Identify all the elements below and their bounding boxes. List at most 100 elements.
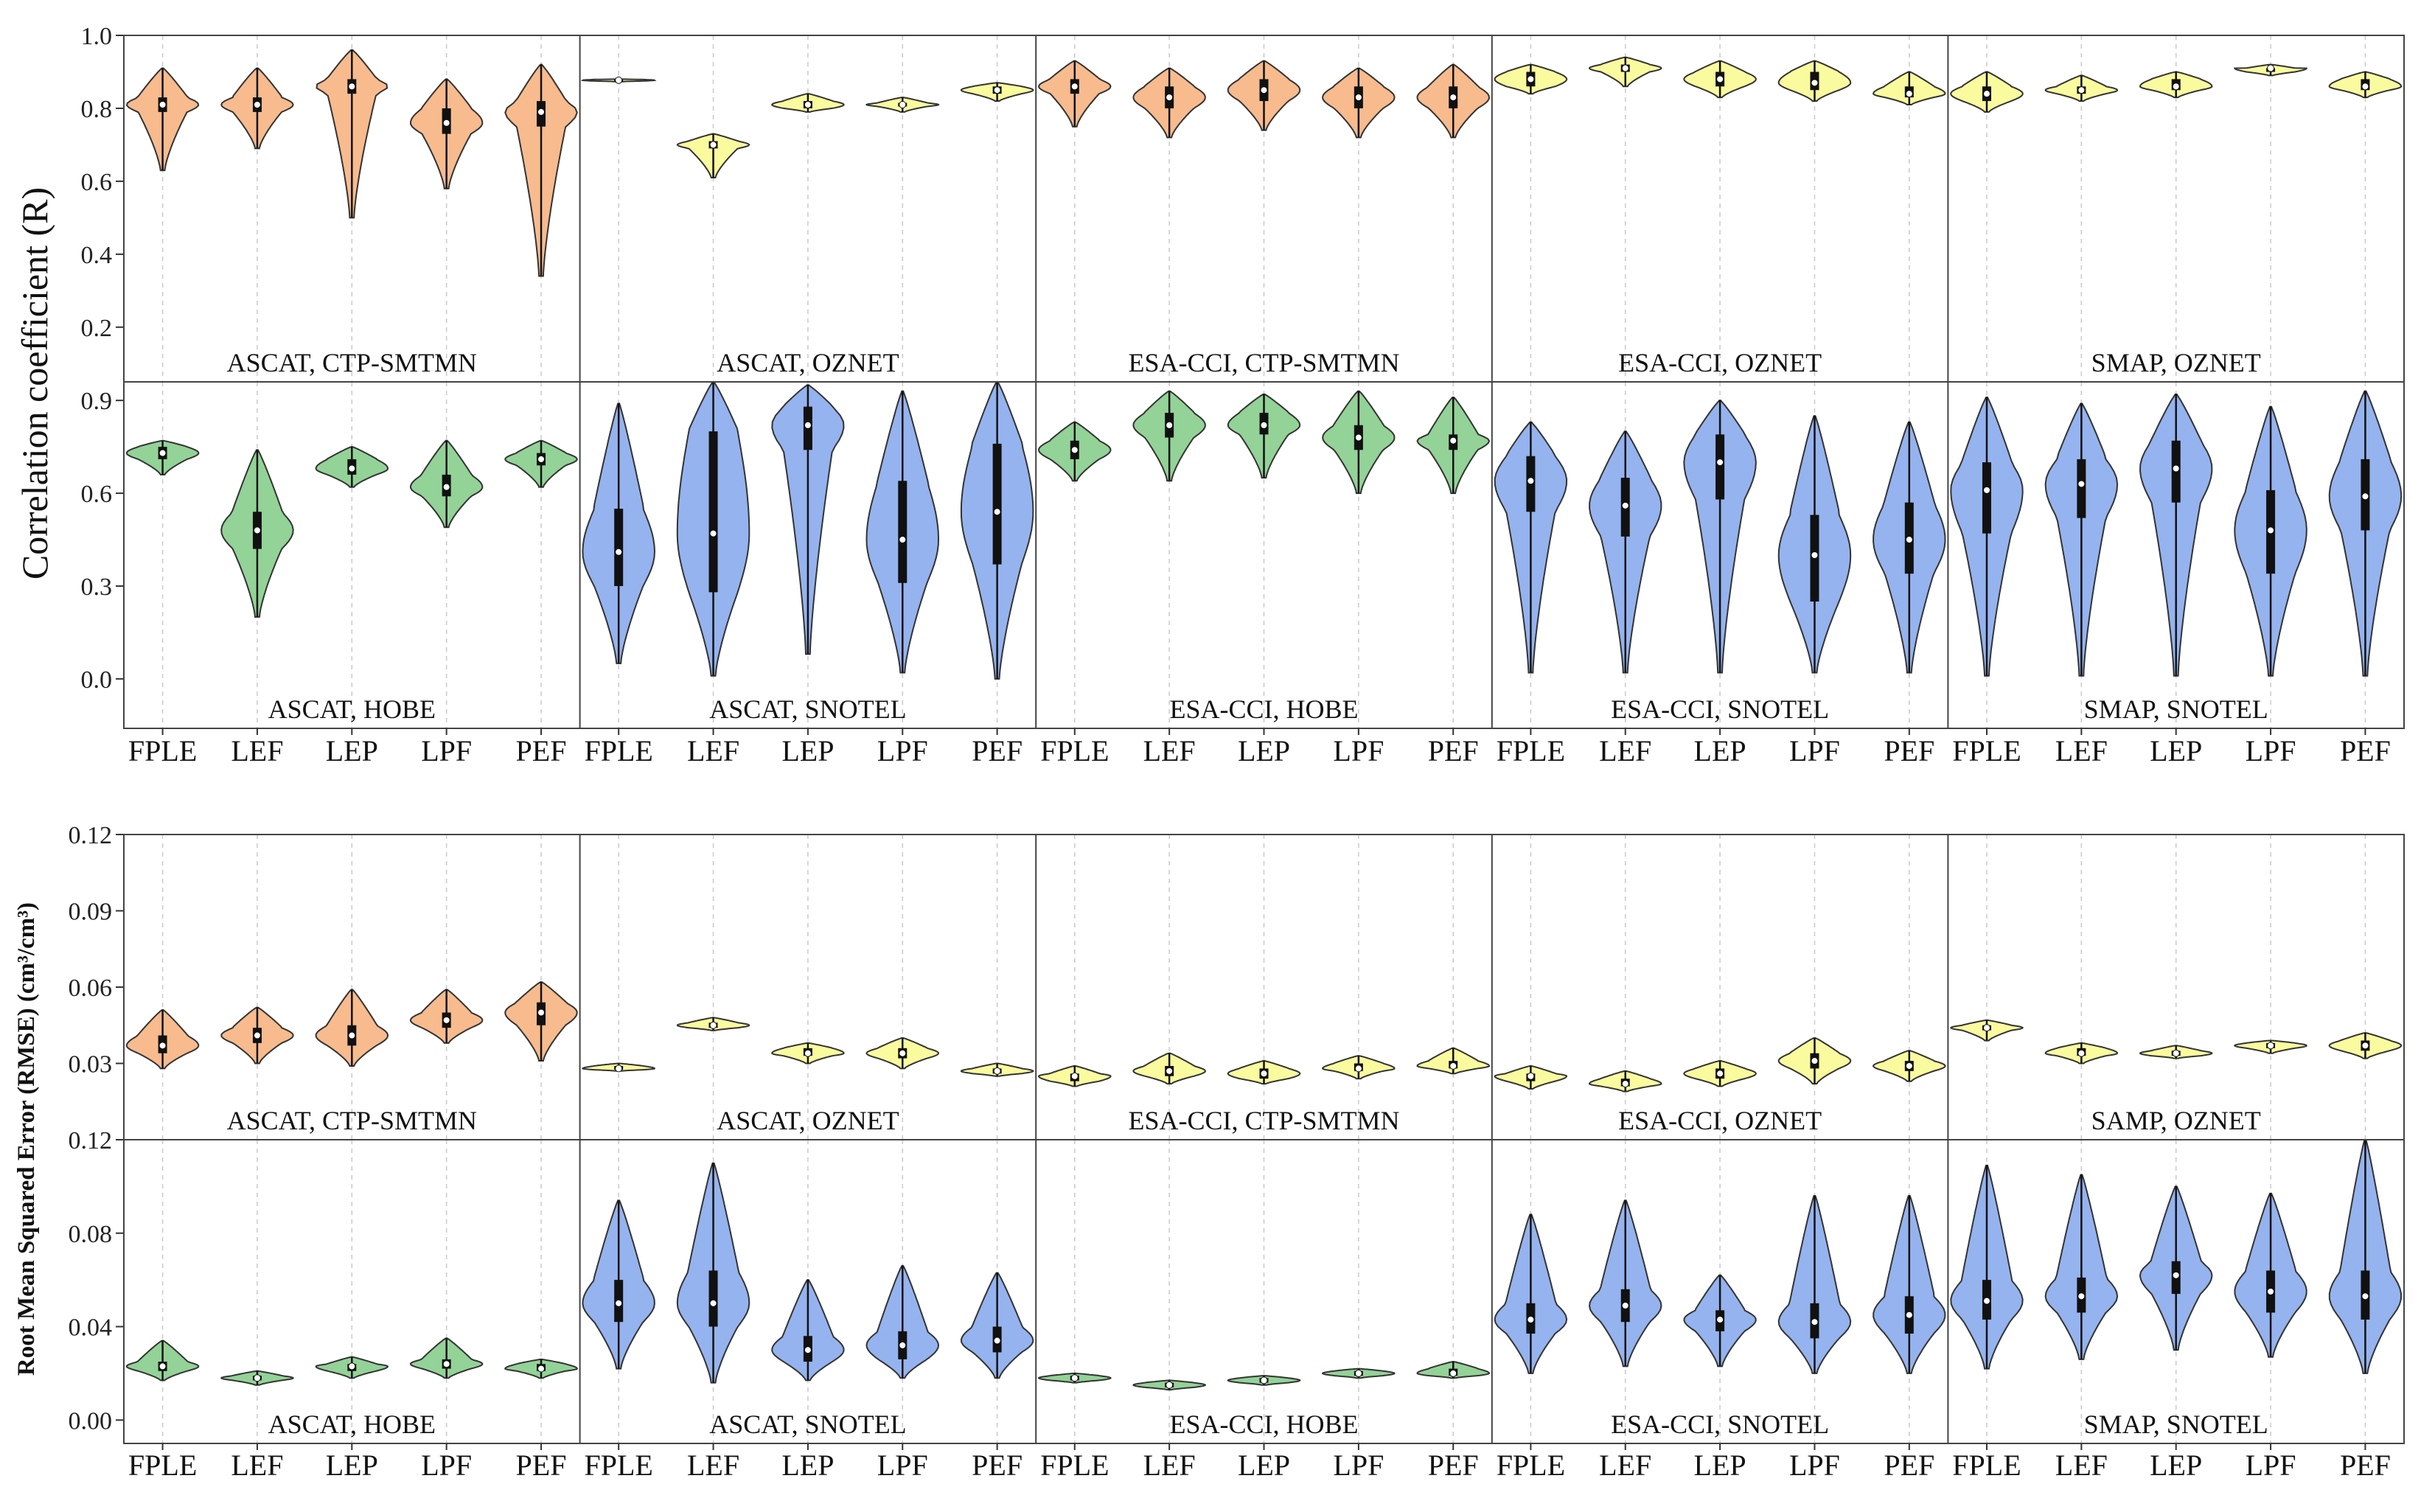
violin-pef [960,1062,1034,1077]
violin-lep [316,49,389,219]
x-tick-label: LEP [781,734,834,767]
violin-median [537,455,546,463]
violin-lef [1132,67,1206,139]
violin-lpf [865,1037,940,1070]
violin-median [2361,1042,2369,1050]
x-tick-label: LPF [1789,1449,1840,1482]
x-tick-label: LEP [326,1449,378,1482]
x-tick-label: LEP [1694,734,1746,767]
x-tick-label: LEF [1143,734,1196,767]
x-tick-label: FPLE [1040,1449,1109,1482]
x-tick-label: PEF [2340,1449,2391,1482]
violin-pef [960,82,1034,102]
violin-lef [676,1017,750,1031]
violin-median [1621,1302,1629,1310]
panel-title: ESA-CCI, SNOTEL [1611,694,1829,724]
violin-median [1811,1318,1819,1326]
violin-median [1905,90,1913,98]
panel-title: SAMP, OZNET [2091,1106,2261,1135]
y-tick-label: 0.9 [81,388,113,415]
violin-median [2172,1049,2180,1057]
x-tick-label: LEP [781,1449,834,1482]
y-axis-label: Root Mean Squared Error (RMSE) (cm³/cm³) [13,902,40,1376]
violin-median [2267,526,2275,534]
panel-title: ASCAT, SNOTEL [709,694,906,724]
violin-fple [1037,60,1112,128]
violin-median [709,1299,717,1307]
violin-median [615,1065,623,1073]
violin-median [1982,1024,1990,1032]
violin-median [1716,1316,1724,1324]
panel-title: ASCAT, CTP-SMTMN [227,1106,477,1135]
violin-lpf [2234,63,2308,77]
violin-median [1166,1381,1174,1389]
panel-title: ESA-CCI, SNOTEL [1611,1410,1829,1439]
violin-median [1070,1374,1079,1382]
x-tick-label: LEF [687,734,739,767]
violin-median [2077,1049,2086,1057]
violin-lef [1588,1199,1662,1368]
violin-median [2077,480,2086,488]
violin-median [1527,1072,1535,1080]
violin-fple [1494,1065,1568,1090]
violin-pef [1873,421,1946,674]
violin-lpf [1322,1055,1396,1080]
y-tick-label: 0.0 [81,666,113,694]
violin-median [1982,1297,1990,1305]
violin-median [1449,1062,1457,1070]
violin-fple [125,1008,200,1070]
violin-iqr-box [1982,462,1991,534]
violin-lep [1683,1059,1757,1087]
violin-pef [2328,1139,2403,1374]
violin-pef [2328,390,2403,677]
x-tick-label: LEP [1694,1449,1746,1482]
violin-median [1527,1316,1535,1324]
violin-median [709,529,717,537]
y-tick-label: 0.8 [81,96,113,123]
violin-lef [220,449,294,618]
violin-pef [1872,1050,1946,1082]
x-tick-label: LEF [687,1449,739,1482]
x-tick-label: PEF [516,734,567,767]
violin-median [2267,1288,2275,1295]
violin-lpf [1322,67,1396,139]
violin-median [348,1362,356,1370]
violin-median [2267,64,2275,72]
violin-lpf [2234,1192,2307,1358]
x-tick-label: PEF [1428,734,1479,767]
violin-median [899,1049,907,1057]
x-tick-label: LPF [877,734,928,767]
x-tick-label: FPLE [585,734,653,767]
violin-lpf [1777,60,1852,102]
x-tick-label: LPF [1789,734,1840,767]
x-tick-label: FPLE [1952,734,2021,767]
violin-fple [582,1062,655,1073]
violin-pef [504,63,578,277]
violin-lep [1683,1274,1757,1368]
violin-fple [1037,1372,1112,1384]
violin-pef [1416,63,1491,139]
violin-median [899,1341,907,1349]
violin-pef [1873,71,1946,105]
x-tick-label: FPLE [1040,734,1109,767]
violin-median [1260,86,1268,94]
violin-iqr-box [614,509,624,586]
violin-lep [771,384,845,655]
violin-fple [1494,63,1568,95]
violin-lef [676,1162,750,1384]
violin-fple [125,67,200,172]
x-tick-label: FPLE [128,1449,197,1482]
violin-median [2172,1271,2180,1279]
violin-lpf [865,390,940,674]
violin-lpf [2234,1039,2307,1054]
violin-median [1166,1067,1174,1075]
violin-median [1716,1070,1724,1078]
violin-lpf [1322,1368,1396,1379]
violin-median [1905,1311,1913,1319]
violin-median [804,421,812,429]
violin-median [2077,1292,2086,1300]
violin-median [442,483,450,491]
violin-median [1716,75,1724,83]
violin-fple [580,76,657,84]
violin-median [442,1016,450,1024]
